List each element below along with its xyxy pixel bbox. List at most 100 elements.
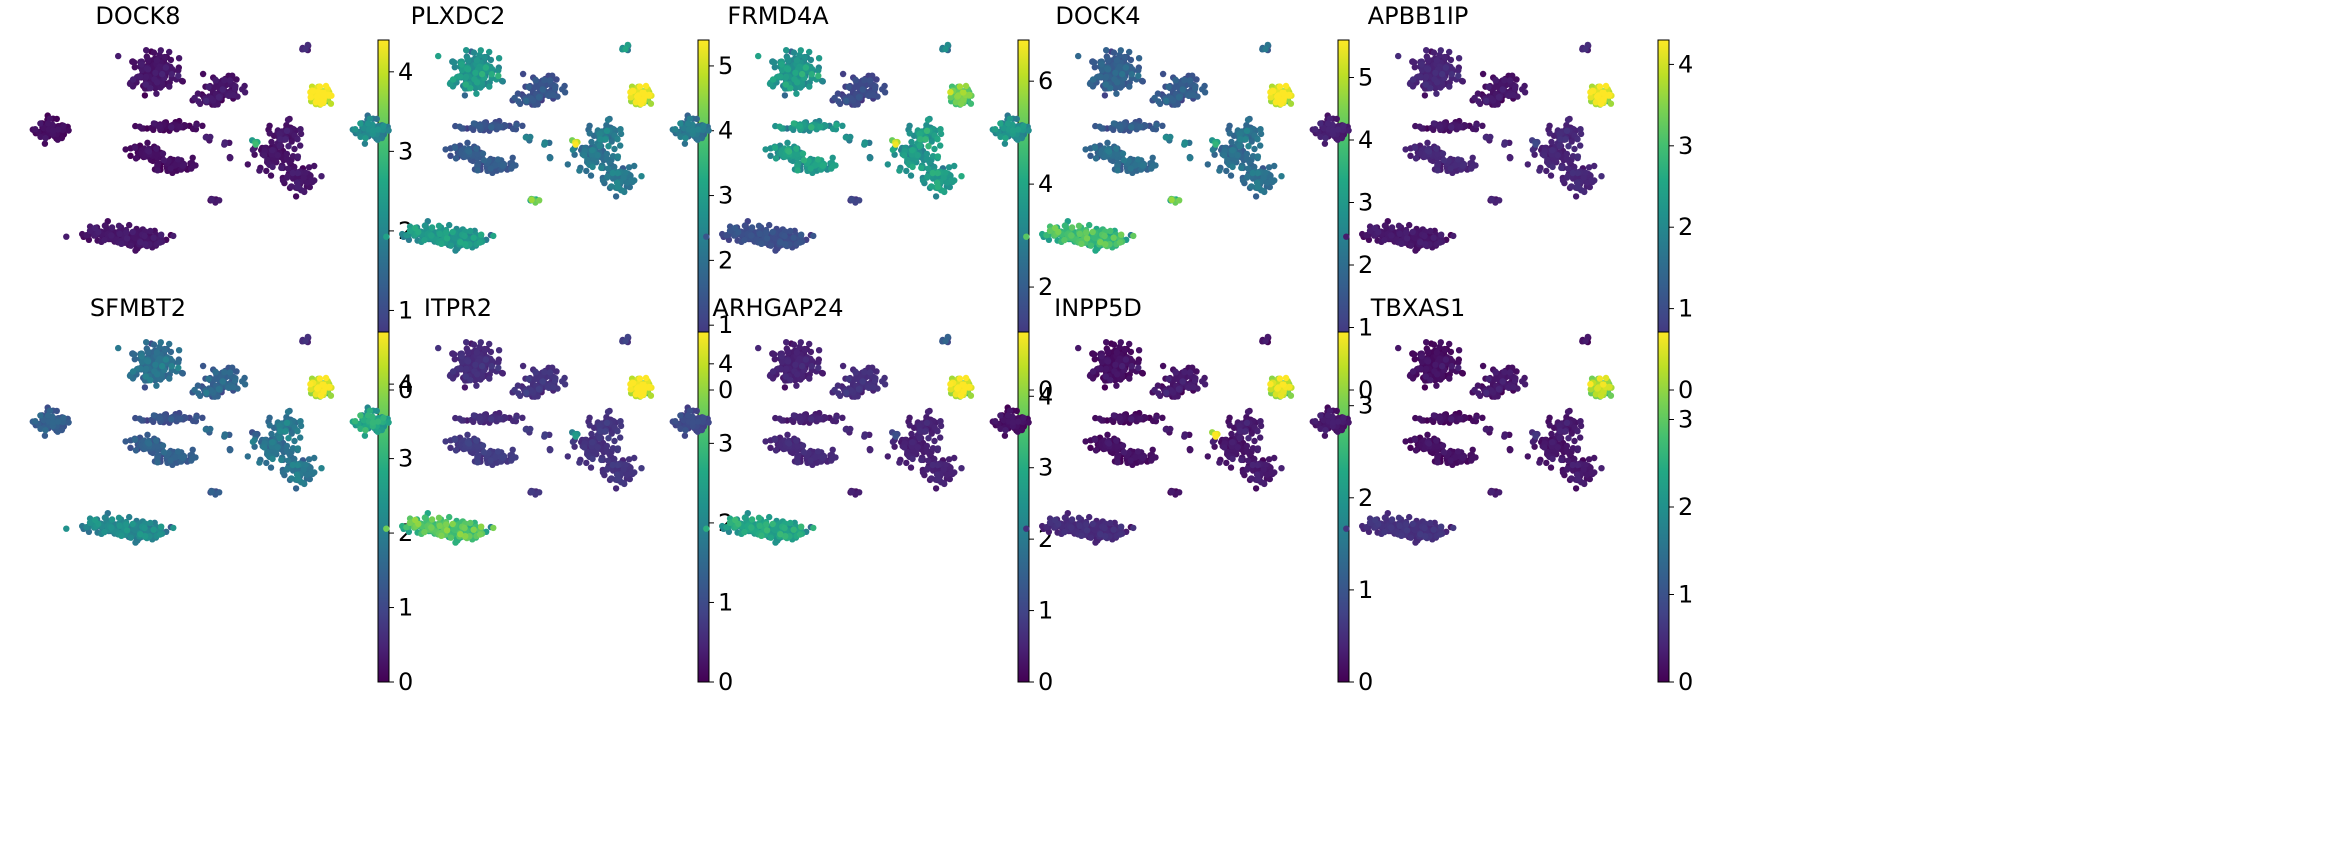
- scatter-point: [249, 146, 257, 154]
- scatter-points: [29, 41, 335, 254]
- scatter-point: [476, 122, 483, 130]
- scatter-point: [645, 92, 652, 99]
- scatter-point: [918, 164, 925, 172]
- scatter-point: [352, 126, 359, 133]
- scatter-point: [451, 144, 459, 151]
- colorbar-tick-label: 3: [718, 182, 733, 210]
- scatter-point: [1002, 135, 1009, 142]
- scatter-point: [642, 82, 650, 90]
- scatter-point: [145, 148, 153, 155]
- scatter-point: [1179, 86, 1186, 93]
- scatter-point: [156, 239, 164, 246]
- scatter-point: [465, 148, 473, 155]
- scatter-point: [1087, 242, 1095, 249]
- scatter-point: [1282, 82, 1290, 90]
- scatter-point: [215, 94, 222, 101]
- scatter-point: [1101, 92, 1109, 99]
- scatter-point: [1242, 136, 1249, 143]
- scatter-point: [1277, 100, 1285, 108]
- scatter-point: [792, 69, 799, 77]
- scatter-point: [1004, 120, 1012, 127]
- scatter-point: [1101, 232, 1108, 240]
- panel-title: DOCK4: [1055, 2, 1140, 30]
- scatter-point: [470, 234, 477, 241]
- scatter-point: [782, 73, 790, 81]
- scatter-point: [602, 136, 609, 143]
- scatter-point: [842, 134, 849, 141]
- scatter-point: [1089, 76, 1097, 83]
- scatter-point: [1216, 167, 1223, 174]
- scatter-point: [480, 157, 488, 164]
- scatter-point: [166, 83, 173, 90]
- scatter-point: [1226, 130, 1233, 137]
- scatter-point: [1102, 81, 1110, 88]
- scatter-point: [603, 150, 611, 158]
- scatter-point: [1149, 163, 1157, 170]
- scatter-point: [86, 227, 94, 234]
- scatter-point: [108, 232, 115, 239]
- scatter-point: [818, 77, 826, 85]
- scatter-point: [769, 76, 777, 83]
- scatter-point: [536, 197, 543, 204]
- scatter-point: [127, 242, 135, 249]
- scatter-point: [581, 152, 588, 159]
- scatter-point: [1271, 162, 1278, 170]
- scatter-point: [178, 77, 186, 85]
- scatter-point: [587, 172, 595, 179]
- scatter-point: [435, 52, 442, 60]
- scatter-point: [495, 72, 502, 80]
- scatter-point: [771, 144, 779, 151]
- scatter-point: [1238, 164, 1245, 172]
- scatter-point: [479, 150, 487, 157]
- scatter-point: [1113, 79, 1121, 86]
- scatter-point: [147, 227, 154, 235]
- scatter-point: [294, 136, 301, 143]
- scatter-point: [289, 169, 296, 177]
- scatter-point: [769, 228, 776, 236]
- scatter-point: [614, 183, 621, 190]
- scatter-point: [856, 197, 863, 204]
- scatter-point: [166, 48, 173, 56]
- scatter-point: [1521, 89, 1529, 96]
- scatter-point: [647, 100, 655, 107]
- scatter-point: [808, 71, 815, 78]
- scatter-point: [1457, 123, 1464, 130]
- scatter-point: [901, 152, 908, 159]
- scatter-point: [488, 71, 495, 78]
- scatter-point: [380, 122, 387, 129]
- scatter-point: [1092, 155, 1100, 162]
- scatter-point: [449, 76, 457, 83]
- scatter-point: [226, 155, 234, 162]
- scatter-point: [1511, 85, 1519, 92]
- scatter-point: [1285, 92, 1292, 99]
- scatter-point: [421, 222, 429, 229]
- scatter-point: [1001, 140, 1009, 147]
- scatter-point: [639, 89, 646, 96]
- scatter-point: [924, 116, 932, 124]
- scatter-point: [412, 224, 419, 232]
- scatter-point: [611, 145, 618, 153]
- scatter-point: [1254, 183, 1262, 190]
- scatter-point: [374, 136, 381, 143]
- scatter-point: [478, 70, 486, 78]
- scatter-point: [292, 193, 300, 200]
- scatter-point: [307, 94, 314, 101]
- scatter-point: [1119, 150, 1127, 157]
- scatter-point: [1257, 126, 1264, 133]
- scatter-point: [861, 77, 868, 84]
- scatter-points: [989, 41, 1295, 254]
- scatter-point: [916, 142, 923, 150]
- scatter-point: [1114, 150, 1121, 158]
- scatter-point: [684, 120, 692, 127]
- scatter-point: [305, 164, 313, 171]
- scatter-point: [144, 55, 151, 62]
- scatter-point: [861, 140, 868, 148]
- scatter-point: [794, 167, 801, 174]
- scatter-point: [636, 83, 644, 90]
- scatter-point: [1407, 242, 1415, 249]
- scatter-point: [322, 82, 330, 90]
- scatter-point: [1128, 71, 1136, 78]
- scatter-point: [226, 77, 234, 84]
- scatter-point: [808, 124, 815, 131]
- scatter-point: [634, 93, 641, 100]
